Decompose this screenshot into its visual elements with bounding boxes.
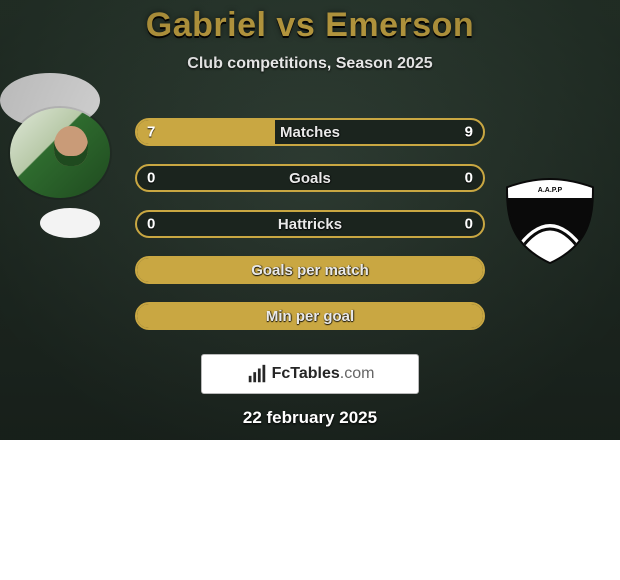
stat-label: Matches [280, 124, 340, 141]
stat-value-right: 9 [465, 124, 473, 141]
title-player2: Emerson [325, 6, 474, 44]
stat-value-right: 0 [465, 170, 473, 187]
stat-row-hattricks: 0 Hattricks 0 [135, 210, 485, 238]
stat-label: Hattricks [278, 216, 342, 233]
barchart-icon [246, 363, 268, 385]
brand-suffix: .com [340, 365, 375, 382]
stat-value-left: 0 [147, 170, 155, 187]
stat-row-goals-per-match: Goals per match [135, 256, 485, 284]
stat-label: Goals per match [251, 262, 369, 279]
title-player1: Gabriel [146, 6, 267, 44]
stat-row-goals: 0 Goals 0 [135, 164, 485, 192]
stat-value-left: 0 [147, 216, 155, 233]
stat-label: Min per goal [266, 308, 354, 325]
subtitle: Club competitions, Season 2025 [0, 55, 620, 73]
stat-row-matches: 7 Matches 9 [135, 118, 485, 146]
stat-label: Goals [289, 170, 331, 187]
page-title: Gabriel vs Emerson [0, 0, 620, 45]
stat-rows: 7 Matches 9 0 Goals 0 0 Hattricks 0 Goal… [0, 118, 620, 330]
stat-value-left: 7 [147, 124, 155, 141]
stat-row-min-per-goal: Min per goal [135, 302, 485, 330]
title-vs: vs [266, 6, 325, 44]
brand-text: FcTables.com [272, 365, 375, 383]
brand-link[interactable]: FcTables.com [201, 354, 419, 394]
stat-fill-left [137, 120, 275, 144]
footer-date: 22 february 2025 [0, 408, 620, 428]
brand-name: FcTables [272, 365, 340, 382]
comparison-card: Gabriel vs Emerson Club competitions, Se… [0, 0, 620, 440]
stat-value-right: 0 [465, 216, 473, 233]
